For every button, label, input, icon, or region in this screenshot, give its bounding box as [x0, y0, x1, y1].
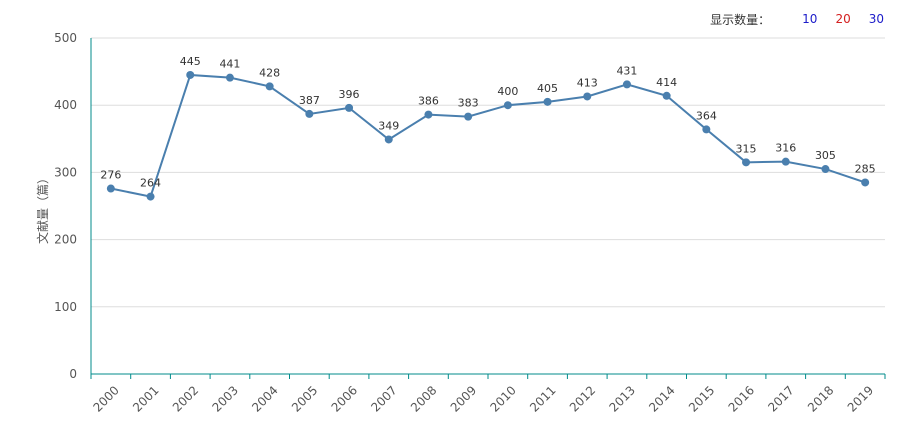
data-point — [543, 97, 552, 106]
data-point — [464, 112, 473, 121]
x-tick-label: 2016 — [726, 383, 757, 414]
data-point — [225, 73, 234, 82]
data-label: 364 — [696, 109, 717, 122]
x-tick-label: 2009 — [448, 383, 479, 414]
y-tick-label: 200 — [54, 233, 77, 247]
x-tick-label: 2007 — [368, 383, 399, 414]
data-point — [146, 192, 155, 201]
x-tick-label: 2003 — [210, 383, 241, 414]
x-tick-label: 2012 — [567, 383, 598, 414]
data-point — [305, 109, 314, 118]
data-label: 431 — [616, 64, 637, 77]
data-point — [583, 92, 592, 101]
count-option-30[interactable]: 30 — [868, 12, 884, 26]
x-tick-label: 2010 — [487, 383, 518, 414]
data-label: 383 — [458, 97, 479, 110]
x-tick-label: 2002 — [170, 383, 201, 414]
display-count-bar: 显示数量： 10 20 30 — [710, 10, 884, 28]
x-tick-label: 2000 — [90, 383, 121, 414]
data-label: 264 — [140, 177, 161, 190]
data-label: 276 — [100, 169, 121, 182]
x-tick-label: 2006 — [329, 383, 360, 414]
count-option-10[interactable]: 10 — [802, 12, 818, 26]
x-tick-label: 2008 — [408, 383, 439, 414]
x-tick-label: 2019 — [845, 383, 876, 414]
x-tick-label: 2017 — [765, 383, 796, 414]
y-tick-label: 300 — [54, 165, 77, 179]
y-tick-label: 400 — [54, 98, 77, 112]
count-option-20[interactable]: 20 — [835, 12, 851, 26]
data-point — [781, 157, 790, 166]
data-point — [265, 82, 274, 91]
data-point — [384, 135, 393, 144]
y-tick-label: 0 — [69, 367, 77, 381]
y-tick-label: 100 — [54, 300, 77, 314]
x-tick-label: 2015 — [686, 383, 717, 414]
x-tick-label: 2013 — [607, 383, 638, 414]
y-axis-label: 文献量（篇） — [35, 172, 50, 244]
data-label: 445 — [180, 55, 201, 68]
data-point — [106, 184, 115, 193]
data-label: 387 — [299, 94, 320, 107]
data-label: 285 — [855, 162, 876, 175]
display-count-label: 显示数量： — [710, 12, 771, 27]
data-point — [662, 91, 671, 100]
grid-lines — [91, 37, 885, 308]
data-label: 441 — [219, 58, 240, 71]
data-label: 386 — [418, 95, 439, 108]
data-series: 276 264 445 441 428 387 396 349 386 383 400 405 413 4… — [100, 55, 876, 201]
data-label: 305 — [815, 149, 836, 162]
data-point — [821, 165, 830, 174]
data-label: 396 — [339, 88, 360, 101]
x-tick-label: 2005 — [289, 383, 320, 414]
data-label: 349 — [378, 119, 399, 132]
data-point — [861, 178, 870, 187]
data-point — [742, 158, 751, 167]
data-point — [424, 110, 433, 119]
data-label: 405 — [537, 82, 558, 95]
data-label: 428 — [259, 66, 280, 79]
series-line — [110, 73, 866, 198]
axes: 0 100 200 300 400 500 2000 2001 2002 2003 2004 2005… — [54, 31, 886, 415]
data-point — [186, 70, 195, 79]
data-point — [503, 101, 512, 110]
data-point — [702, 125, 711, 134]
data-label: 413 — [577, 76, 598, 89]
x-tick-label: 2018 — [805, 383, 836, 414]
data-point — [622, 80, 631, 89]
x-tick-label: 2004 — [249, 383, 280, 414]
x-tick-label: 2014 — [646, 383, 677, 414]
data-label: 414 — [656, 76, 677, 89]
x-tick-label: 2011 — [527, 383, 558, 414]
data-label: 316 — [775, 142, 796, 155]
x-tick-label: 2001 — [130, 383, 161, 414]
data-label: 400 — [497, 85, 518, 98]
data-point — [345, 103, 354, 112]
data-label: 315 — [736, 142, 757, 155]
y-tick-label: 500 — [54, 31, 77, 45]
